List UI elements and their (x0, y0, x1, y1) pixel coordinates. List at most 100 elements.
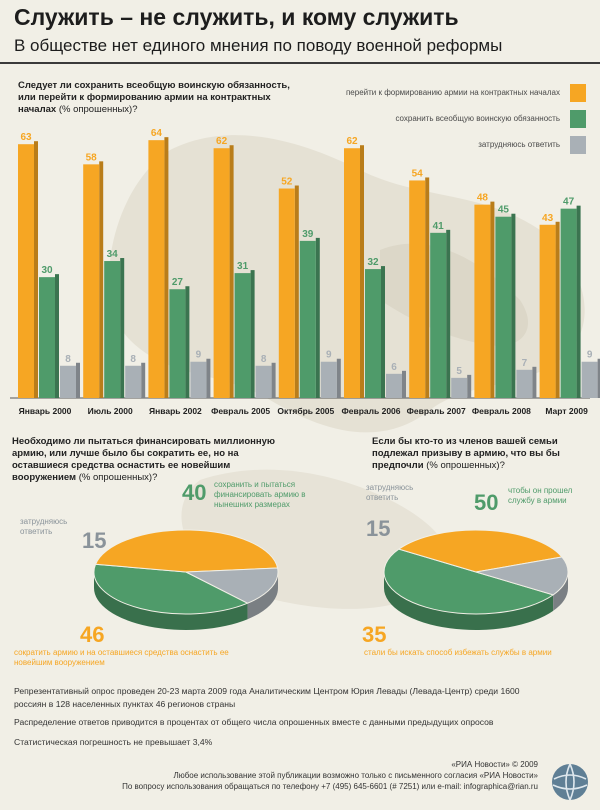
bar-side (120, 258, 125, 398)
bar-side (55, 274, 59, 398)
bar-value-label: 39 (302, 229, 314, 240)
bar-value-label: 30 (41, 265, 53, 276)
legend-item-undecided: затрудняюсь ответить (286, 136, 586, 162)
pie2-slice (397, 529, 563, 573)
pie1-slice (94, 529, 279, 573)
bar-side (402, 370, 406, 398)
header-divider (0, 62, 600, 64)
pie2-slice-label: чтобы он прошел службу в армии (508, 486, 573, 505)
footer-survey-line2: россиян в 128 населенных пунктах 46 реги… (14, 699, 236, 709)
bar-value-label: 45 (498, 205, 510, 216)
pie1-slice-label: затрудняюсь ответить (20, 517, 67, 536)
bar (278, 188, 295, 398)
legend-swatch-conscription (570, 110, 586, 128)
bar (539, 224, 556, 398)
pie2-slice-side (553, 572, 568, 611)
bar-value-label: 27 (172, 277, 184, 288)
bar (581, 361, 598, 398)
bar-value-label: 63 (20, 132, 32, 143)
x-tick-label: Февраль 2007 (407, 406, 466, 416)
bar-value-label: 34 (107, 249, 119, 260)
bar-side (206, 358, 211, 398)
bar (299, 240, 316, 398)
x-tick-label: Февраль 2006 (341, 406, 400, 416)
legend-item-contract: перейти к формированию армии на контракт… (286, 84, 586, 110)
bar-value-label: 8 (130, 354, 136, 365)
bar (39, 277, 55, 398)
pie1-value-label: 40 (182, 480, 206, 505)
bar-value-label: 62 (346, 136, 358, 147)
bar-value-label: 62 (216, 136, 228, 147)
bar-value-label: 41 (433, 221, 445, 232)
bar-side (576, 205, 581, 398)
footer-error-note: Статистическая погрешность не превышает … (14, 737, 213, 747)
bar-value-label: 9 (326, 350, 332, 361)
pie1-question-note: (% опрошенных)? (78, 472, 158, 483)
bar-side (76, 362, 80, 398)
bar-chart-question-text: Следует ли сохранить всеобщую воинскую о… (18, 80, 290, 115)
pie1-slice (93, 563, 249, 615)
bar (190, 361, 207, 398)
bar-value-label: 31 (237, 261, 249, 272)
bar (60, 365, 76, 398)
legend-swatch-contract (570, 84, 586, 102)
x-tick-label: Июль 2000 (88, 406, 133, 416)
bar (451, 377, 468, 398)
bar (386, 373, 402, 398)
bar (474, 204, 491, 398)
bar-value-label: 47 (563, 197, 575, 208)
bar-value-label: 48 (477, 193, 489, 204)
bar-side (336, 358, 341, 398)
bar-side (425, 177, 430, 398)
bar-value-label: 9 (196, 350, 202, 361)
credit-usage: Любое использование этой публикации возм… (173, 771, 538, 780)
bar-side (360, 145, 364, 398)
footer-distribution-note: Распределение ответов приводится в проце… (14, 717, 494, 727)
bar-side (271, 362, 276, 398)
pie1-slice-side (93, 572, 248, 630)
pie2-value-label: 15 (366, 516, 390, 541)
bar (516, 369, 533, 398)
bar-side (532, 366, 537, 398)
bar-side (164, 137, 169, 398)
pie1-value-label: 15 (82, 528, 106, 553)
bar (148, 140, 165, 398)
credit-copyright: «РИА Новости» © 2009 (451, 760, 538, 769)
x-tick-label: Январь 2000 (19, 406, 72, 416)
pie2-value-label: 50 (474, 490, 498, 515)
bar (18, 144, 34, 398)
bar (169, 289, 186, 398)
x-tick-label: Март 2009 (545, 406, 588, 416)
bar-value-label: 58 (86, 152, 98, 163)
footer-survey-line1: Репрезентативный опрос проведен 20-23 ма… (14, 686, 520, 696)
bar (560, 208, 577, 398)
pie2-question-text: Если бы кто-то из членов вашей семьи под… (372, 436, 560, 471)
bar-value-label: 32 (367, 257, 379, 268)
pie2-question: Если бы кто-то из членов вашей семьи под… (372, 436, 587, 472)
bar (83, 164, 100, 398)
pie1-question: Необходимо ли пытаться финансировать мил… (12, 436, 282, 484)
legend-label-contract: перейти к формированию армии на контракт… (345, 88, 560, 97)
bar-chart-legend: перейти к формированию армии на контракт… (286, 84, 586, 162)
bar (234, 273, 251, 398)
pie1-question-text: Необходимо ли пытаться финансировать мил… (12, 436, 276, 483)
bar (104, 261, 121, 398)
page-subtitle: В обществе нет единого мнения по поводу … (14, 36, 503, 55)
pie2-slice-label: затрудняюсь ответить (366, 483, 413, 502)
bar (430, 232, 447, 398)
legend-swatch-undecided (570, 136, 586, 154)
bar-side (555, 221, 560, 398)
bar-value-label: 7 (522, 358, 528, 369)
pie2-slice-side (384, 572, 554, 630)
bar-side (315, 237, 320, 398)
bar-value-label: 9 (587, 350, 593, 361)
bar-value-label: 8 (65, 354, 71, 365)
bar-side (185, 286, 190, 398)
bar-chart-question-note: (% опрошенных)? (58, 104, 138, 115)
pie1-slice (184, 567, 279, 604)
credit-contact: По вопросу использования обращаться по т… (122, 782, 538, 791)
bar-side (99, 161, 104, 398)
x-tick-label: Январь 2002 (149, 406, 202, 416)
pie1-slice-label: сократить армию и на оставшиеся средства… (14, 648, 229, 667)
